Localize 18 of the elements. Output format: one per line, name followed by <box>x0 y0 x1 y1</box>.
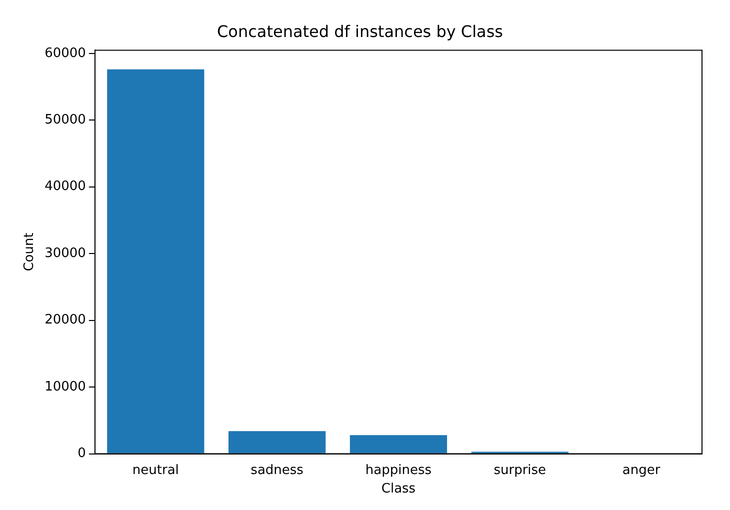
x-tick-label: surprise <box>494 462 546 478</box>
y-tick-label: 30000 <box>44 246 86 261</box>
y-tick-label: 40000 <box>44 179 86 194</box>
x-axis-title: Class <box>381 482 416 497</box>
x-tick-label: sadness <box>250 462 304 478</box>
bar <box>107 69 204 454</box>
x-tick-label: neutral <box>132 462 179 478</box>
y-tick-label: 0 <box>78 446 86 462</box>
y-tick-label: 10000 <box>44 379 86 394</box>
y-tick-label: 20000 <box>44 312 86 328</box>
chart-title: Concatenated df instances by Class <box>216 22 504 41</box>
y-tick-label: 50000 <box>44 112 86 128</box>
y-tick-label: 60000 <box>44 46 86 61</box>
x-tick-label: happiness <box>365 462 432 478</box>
x-tick-label: anger <box>622 462 661 478</box>
y-axis-title: Count <box>22 232 38 272</box>
bar <box>228 431 326 454</box>
bar <box>350 435 448 454</box>
